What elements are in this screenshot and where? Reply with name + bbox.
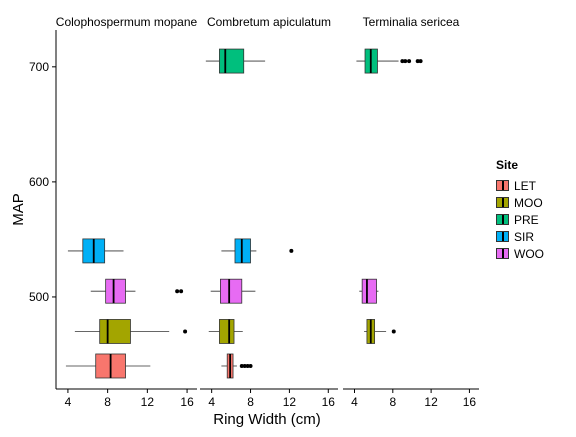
y-tick-label-600: 600 [29, 175, 49, 189]
x-tick-label-3-8: 8 [389, 395, 396, 409]
legend-key-moo [496, 197, 509, 208]
x-tick-label-2-16: 16 [322, 395, 336, 409]
box-2-woo [220, 279, 241, 303]
legend-key-woo [496, 248, 509, 259]
box-1-woo-outlier-1 [175, 289, 179, 293]
y-tick-label-500: 500 [29, 290, 49, 304]
legend-label-moo: MOO [514, 196, 543, 210]
box-1-woo-outlier-2 [179, 289, 183, 293]
facet-label-1: Colophospermum mopane [56, 15, 198, 29]
legend-key-sir [496, 231, 509, 242]
box-3-pre-outlier-5 [419, 59, 423, 63]
facet-label-3: Terminalia sericea [363, 15, 460, 29]
x-tick-label-3-12: 12 [424, 395, 438, 409]
x-tick-label-1-8: 8 [104, 395, 111, 409]
x-tick-label-1-16: 16 [180, 395, 194, 409]
box-2-pre [219, 49, 243, 73]
x-tick-label-3-16: 16 [463, 395, 477, 409]
legend-key-let [496, 180, 509, 191]
x-tick-label-1-12: 12 [141, 395, 155, 409]
x-tick-label-2-4: 4 [208, 395, 215, 409]
x-tick-label-2-8: 8 [247, 395, 254, 409]
legend-key-pre [496, 214, 509, 225]
x-axis-title: Ring Width (cm) [213, 411, 321, 428]
legend-label-let: LET [514, 179, 536, 193]
box-2-sir-outlier-1 [289, 249, 293, 253]
legend-title: Site [496, 158, 544, 172]
legend-label-pre: PRE [514, 213, 539, 227]
box-2-sir [235, 239, 251, 263]
x-tick-label-2-12: 12 [283, 395, 297, 409]
box-3-woo [362, 279, 376, 303]
x-tick-label-3-4: 4 [351, 395, 358, 409]
facet-label-2: Combretum apiculatum [207, 15, 331, 29]
y-tick-label-700: 700 [29, 60, 49, 74]
legend-items: LET MOO PRE SIR WOO [496, 177, 544, 262]
box-3-pre-outlier-3 [407, 59, 411, 63]
legend-label-woo: WOO [514, 247, 544, 261]
legend: Site LET MOO PRE SIR WOO [496, 158, 544, 262]
legend-item-pre: PRE [496, 211, 544, 228]
box-3-pre-outlier-2 [403, 59, 407, 63]
legend-item-let: LET [496, 177, 544, 194]
legend-item-woo: WOO [496, 245, 544, 262]
box-2-moo [219, 319, 234, 343]
box-2-let-outlier-4 [249, 364, 253, 368]
legend-item-moo: MOO [496, 194, 544, 211]
legend-item-sir: SIR [496, 228, 544, 245]
box-1-moo [100, 319, 131, 343]
box-3-moo-outlier-1 [392, 329, 396, 333]
x-tick-label-1-4: 4 [65, 395, 72, 409]
y-axis-title: MAP [10, 193, 27, 226]
box-1-woo [106, 279, 126, 303]
box-1-moo-outlier-1 [183, 329, 187, 333]
legend-label-sir: SIR [514, 230, 534, 244]
